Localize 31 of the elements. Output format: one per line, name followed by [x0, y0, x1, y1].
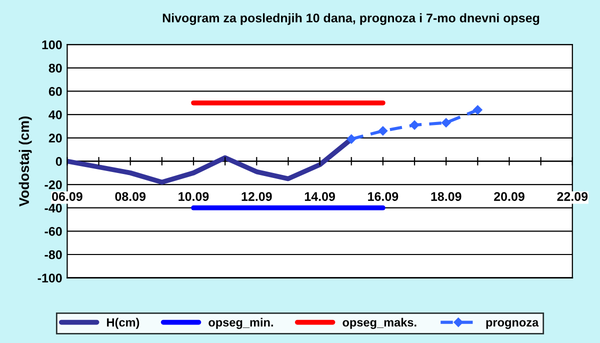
point: [441, 118, 451, 128]
legend-label: H(cm): [107, 318, 140, 329]
x-tick-label: 12.09: [242, 192, 272, 201]
x-tick-label: 06.09: [52, 192, 82, 201]
y-tick-label: -60: [44, 226, 62, 236]
y-tick-label: 80: [48, 64, 62, 73]
y-tick-label: 0: [56, 157, 62, 166]
point: [346, 134, 356, 144]
y-tick-label: 60: [48, 87, 62, 96]
x-tick-label: 14.09: [304, 192, 335, 201]
y-tick-label: -100: [38, 274, 62, 282]
y-axis-title: Vodostaj (cm): [18, 116, 32, 207]
x-tick-label: 10.09: [178, 192, 209, 201]
y-tick-label: 100: [42, 40, 62, 50]
y-tick-label: -40: [44, 204, 62, 213]
point: [473, 105, 482, 115]
y-tick-label: -80: [44, 250, 62, 260]
legend-label: prognoza: [486, 320, 539, 329]
chart-title: Nivogram za poslednjih 10 dana, prognoza i 7-mo dnevni opseg: [162, 13, 540, 25]
y-tick-label: -20: [44, 180, 62, 190]
point: [378, 126, 388, 136]
x-tick-label: 22.09: [557, 192, 588, 201]
y-tick-label: 40: [48, 110, 62, 120]
legend-label: opseg_min.: [208, 318, 273, 329]
x-tick-label: 08.09: [115, 192, 146, 201]
x-tick-label: 18.09: [431, 192, 462, 201]
x-tick-label: 16.09: [368, 192, 398, 201]
point: [410, 120, 420, 130]
legend-label: opseg_maks.: [342, 318, 416, 329]
y-tick-label: 20: [48, 134, 62, 143]
x-tick-label: 20.09: [494, 192, 524, 201]
